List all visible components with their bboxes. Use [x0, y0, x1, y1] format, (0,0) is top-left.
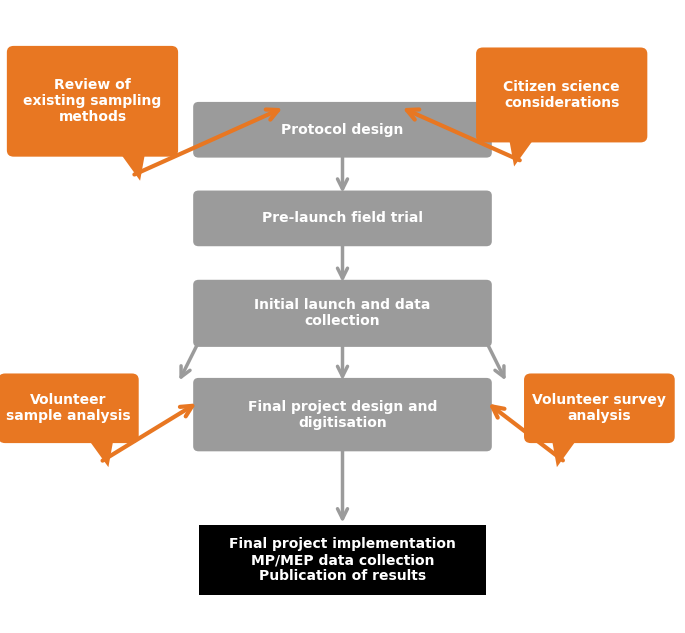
FancyBboxPatch shape [0, 373, 138, 443]
FancyBboxPatch shape [193, 191, 492, 246]
Polygon shape [551, 437, 579, 467]
Text: Final project implementation
MP/MEP data collection
Publication of results: Final project implementation MP/MEP data… [229, 537, 456, 584]
Text: Review of
existing sampling
methods: Review of existing sampling methods [23, 78, 162, 125]
FancyBboxPatch shape [193, 378, 492, 451]
FancyBboxPatch shape [476, 47, 647, 142]
Text: Volunteer
sample analysis: Volunteer sample analysis [6, 393, 131, 423]
Polygon shape [86, 437, 114, 467]
Text: Protocol design: Protocol design [282, 123, 403, 137]
FancyBboxPatch shape [7, 46, 178, 157]
FancyBboxPatch shape [193, 102, 492, 158]
Text: Volunteer survey
analysis: Volunteer survey analysis [532, 393, 667, 423]
Polygon shape [119, 151, 145, 181]
Text: Pre-launch field trial: Pre-launch field trial [262, 211, 423, 225]
Bar [199, 525, 486, 595]
Polygon shape [508, 136, 536, 166]
FancyBboxPatch shape [524, 373, 675, 443]
Text: Initial launch and data
collection: Initial launch and data collection [254, 298, 431, 329]
Text: Final project design and
digitisation: Final project design and digitisation [248, 399, 437, 430]
Text: Citizen science
considerations: Citizen science considerations [503, 80, 620, 110]
FancyBboxPatch shape [193, 280, 492, 347]
